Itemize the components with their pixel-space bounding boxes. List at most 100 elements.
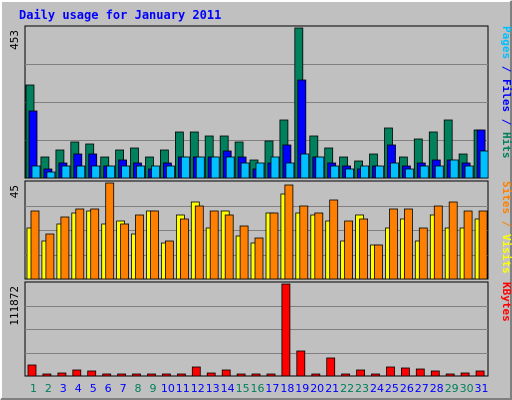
- sites-bar: [344, 220, 354, 280]
- kbytes-bar: [57, 372, 67, 377]
- kbytes-bar: [326, 357, 336, 377]
- sites-bar: [329, 199, 339, 280]
- day-label: 21: [325, 382, 339, 395]
- legend-entry: Hits: [500, 132, 512, 159]
- day-label: 6: [105, 382, 112, 395]
- pages-bar: [255, 162, 265, 179]
- sites-bar: [448, 201, 458, 280]
- legend-entry: Sites: [500, 181, 512, 214]
- kbytes-bar: [72, 369, 82, 377]
- sites-bar: [433, 205, 443, 280]
- visits-sites-panel: 45 Sites / Visits: [8, 180, 512, 280]
- day-label: 1: [30, 382, 37, 395]
- day-label: 28: [430, 382, 444, 395]
- sites-bar: [239, 225, 249, 280]
- chart-title: Daily usage for January 2011: [19, 8, 221, 22]
- day-label: 4: [75, 382, 82, 395]
- day-label: 3: [60, 382, 67, 395]
- pages-bar: [285, 162, 295, 179]
- pages-bar: [195, 156, 205, 179]
- kbytes-bar: [147, 373, 156, 377]
- pages-bar: [479, 150, 489, 179]
- series-legend: Pages / Files / Hits: [500, 26, 512, 159]
- pages-bar: [91, 165, 101, 179]
- kbytes-bar: [27, 364, 37, 377]
- kbytes-bar: [296, 350, 306, 377]
- pages-bar: [449, 159, 459, 179]
- kbytes-bar: [251, 373, 261, 377]
- day-label: 12: [191, 382, 205, 395]
- kbytes-bar: [132, 373, 141, 377]
- day-label: 26: [400, 382, 414, 395]
- kbytes-bar: [117, 373, 126, 377]
- day-label: 16: [251, 382, 265, 395]
- day-label: 30: [460, 382, 474, 395]
- day-label: 17: [265, 382, 279, 395]
- sites-bar: [164, 240, 174, 280]
- hits-files-pages-panel: 453 Pages / Files / Hits: [8, 25, 512, 179]
- pages-series: [31, 150, 489, 179]
- day-label: 25: [385, 382, 399, 395]
- sites-bar: [60, 216, 70, 280]
- sites-bar: [105, 182, 115, 280]
- kbytes-bar: [266, 373, 276, 377]
- day-label: 5: [90, 382, 97, 395]
- pages-bar: [121, 165, 130, 179]
- sites-bar: [403, 208, 413, 280]
- pages-bar: [434, 165, 444, 179]
- pages-bar: [136, 165, 145, 179]
- pages-bar: [240, 162, 250, 179]
- series-legend: Sites / Visits: [500, 181, 512, 274]
- kbytes-bar: [87, 370, 97, 377]
- day-label: 2: [45, 382, 52, 395]
- sites-bar: [224, 214, 234, 280]
- kbytes-bar: [445, 373, 455, 377]
- sites-bar: [150, 210, 159, 280]
- day-label: 31: [475, 382, 489, 395]
- kbytes-bar: [356, 369, 366, 377]
- pages-bar: [464, 165, 474, 179]
- day-label: 9: [150, 382, 157, 395]
- sites-bar: [209, 210, 219, 280]
- kbytes-bar: [281, 283, 291, 377]
- sites-bar: [179, 218, 189, 280]
- day-label: 18: [280, 382, 294, 395]
- kbytes-bar: [161, 373, 171, 377]
- sites-bar: [299, 205, 309, 280]
- day-label: 23: [355, 382, 369, 395]
- day-label: 10: [161, 382, 175, 395]
- kbytes-bar: [430, 370, 440, 377]
- axis-max-label: 111872: [8, 286, 21, 326]
- sites-bar: [269, 212, 279, 280]
- sites-bar: [30, 210, 40, 280]
- day-label: 8: [135, 382, 142, 395]
- kbytes-bar: [475, 370, 485, 377]
- pages-bar: [404, 168, 414, 179]
- pages-bar: [225, 156, 235, 179]
- kbytes-bar: [236, 373, 246, 377]
- day-label: 13: [206, 382, 220, 395]
- sites-bar: [359, 218, 369, 280]
- kbytes-series: [27, 283, 485, 377]
- sites-bar: [418, 227, 428, 280]
- kbytes-bar: [191, 366, 201, 377]
- kbytes-bar: [176, 373, 186, 377]
- legend-entry: Files: [500, 79, 512, 112]
- pages-bar: [106, 165, 116, 179]
- pages-bar: [315, 156, 325, 179]
- day-label: 27: [415, 382, 429, 395]
- series-legend: KBytes: [500, 282, 512, 322]
- pages-bar: [360, 165, 370, 179]
- kbytes-bar: [206, 372, 216, 377]
- kbytes-bar: [42, 373, 52, 377]
- day-label: 22: [340, 382, 354, 395]
- legend-entry: Pages: [500, 26, 512, 59]
- pages-bar: [76, 165, 86, 179]
- day-labels: 1 2 3 4 5 6 7 8 9 10 11 12 13 14 15 16 17 18 19 20 21 22 23 24 2…: [30, 382, 489, 395]
- day-label: 24: [370, 382, 384, 395]
- kbytes-panel: 111872 KBytes: [8, 281, 512, 377]
- day-label: 20: [310, 382, 324, 395]
